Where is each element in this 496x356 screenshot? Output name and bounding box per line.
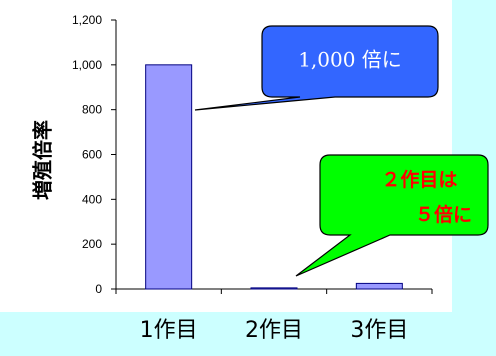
bar-2 bbox=[250, 287, 298, 290]
x-category-label: 1作目 bbox=[140, 318, 198, 343]
callout-2-line-1: ２作目は bbox=[381, 168, 457, 191]
y-tick-label: 1,200 bbox=[72, 13, 102, 27]
callout-2: ２作目は ５倍に bbox=[295, 154, 489, 277]
y-ticks: 0 200 400 600 800 1,000 1,200 bbox=[72, 13, 116, 296]
x-labels: 1作目 2作目 3作目 bbox=[140, 318, 409, 343]
callout-1-text: 1,000 倍に bbox=[298, 48, 402, 72]
bar-3 bbox=[355, 282, 403, 290]
callout-1-shape bbox=[194, 25, 439, 111]
y-tick-label: 0 bbox=[95, 282, 102, 296]
callout-2-line-2: ５倍に bbox=[415, 203, 472, 226]
x-category-label: 3作目 bbox=[350, 318, 408, 343]
callout-2-shape bbox=[295, 154, 489, 277]
callout-1: 1,000 倍に bbox=[194, 25, 439, 111]
bars bbox=[145, 64, 403, 290]
y-tick-label: 800 bbox=[82, 103, 102, 117]
y-axis-label: 増殖倍率 bbox=[31, 120, 55, 200]
y-tick-label: 400 bbox=[82, 192, 102, 206]
y-tick-label: 1,000 bbox=[72, 58, 102, 72]
callout-2-text: ２作目は ５倍に bbox=[381, 168, 472, 226]
x-category-label: 2作目 bbox=[245, 318, 303, 343]
y-tick-label: 200 bbox=[82, 237, 102, 251]
y-tick-label: 600 bbox=[82, 148, 102, 162]
bar-1 bbox=[145, 64, 193, 290]
